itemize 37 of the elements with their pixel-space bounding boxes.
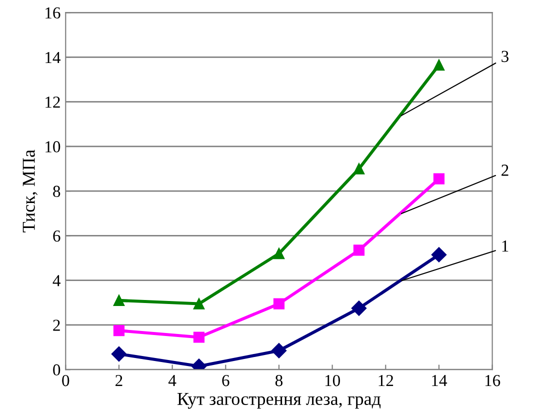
point bbox=[433, 59, 445, 71]
point bbox=[271, 343, 287, 358]
y-tick-label: 16 bbox=[46, 7, 60, 19]
point bbox=[353, 163, 365, 174]
y-tick-label: 2 bbox=[53, 320, 60, 331]
x-tick-label: 10 bbox=[325, 374, 340, 386]
y-tick-label: 4 bbox=[52, 275, 61, 286]
y-tick-label: 6 bbox=[53, 230, 60, 242]
point bbox=[273, 298, 285, 310]
y-tick-label: 8 bbox=[53, 186, 60, 198]
x-tick-label: 14 bbox=[432, 375, 448, 386]
point bbox=[433, 173, 445, 184]
point bbox=[273, 248, 285, 260]
point bbox=[351, 300, 367, 316]
text: 2 bbox=[502, 164, 508, 176]
y-axis-title: Тиск, МПа bbox=[22, 150, 38, 232]
y-tick-label: 10 bbox=[46, 141, 60, 152]
x-tick-label: 8 bbox=[275, 374, 282, 386]
x-axis-title: Кут загострення леза, град bbox=[177, 393, 381, 409]
point bbox=[353, 244, 365, 256]
point bbox=[193, 298, 205, 310]
point bbox=[431, 247, 447, 262]
y-tick-label: 14 bbox=[46, 52, 61, 64]
text: 3 bbox=[502, 50, 509, 62]
y-tick-label: 0 bbox=[53, 364, 60, 376]
x-tick-label: 12 bbox=[378, 374, 394, 386]
x-tick-label: 2 bbox=[116, 374, 122, 386]
x-tick-label: 4 bbox=[168, 375, 176, 386]
point bbox=[111, 346, 127, 362]
x-tick-label: 6 bbox=[222, 374, 230, 386]
point bbox=[113, 324, 125, 336]
y-tick-label: 12 bbox=[46, 96, 60, 108]
point bbox=[113, 294, 125, 306]
point bbox=[193, 332, 205, 343]
text: 1 bbox=[502, 240, 508, 252]
x-tick-label: 16 bbox=[485, 374, 500, 386]
x-tick-label: 0 bbox=[62, 374, 70, 386]
